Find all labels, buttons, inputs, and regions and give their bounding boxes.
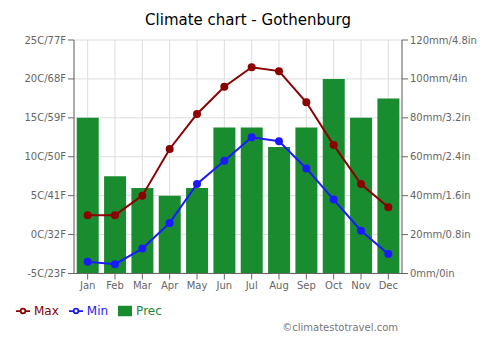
svg-text:Nov: Nov <box>351 280 371 291</box>
svg-text:80mm/3.2in: 80mm/3.2in <box>410 112 471 123</box>
svg-text:Feb: Feb <box>106 280 124 291</box>
svg-text:20mm/0.8in: 20mm/0.8in <box>410 229 471 240</box>
svg-text:20C/68F: 20C/68F <box>24 73 66 84</box>
svg-text:120mm/4.8in: 120mm/4.8in <box>410 35 477 46</box>
html-text:Min: Min <box>86 303 109 318</box>
svg-text:May: May <box>187 280 208 291</box>
svg-text:Sep: Sep <box>297 280 316 291</box>
svg-text:10C/50F: 10C/50F <box>24 151 66 162</box>
svg-text:0mm/0in: 0mm/0in <box>410 268 455 279</box>
svg-text:Oct: Oct <box>325 280 342 291</box>
svg-text:Mar: Mar <box>133 280 153 291</box>
svg-text:Dec: Dec <box>379 280 398 291</box>
html-text:©climatestotravel.com: ©climatestotravel.com <box>282 322 398 333</box>
svg-text:60mm/2.4in: 60mm/2.4in <box>410 151 471 162</box>
svg-text:Jun: Jun <box>216 280 233 291</box>
svg-text:Jul: Jul <box>245 280 258 291</box>
svg-text:Jan: Jan <box>79 280 95 291</box>
svg-text:-5C/23F: -5C/23F <box>27 268 66 279</box>
svg-text:40mm/1.6in: 40mm/1.6in <box>410 190 471 201</box>
svg-text:25C/77F: 25C/77F <box>24 35 66 46</box>
html-text:Climate chart - Gothenburg: Climate chart - Gothenburg <box>145 11 351 29</box>
svg-text:100mm/4in: 100mm/4in <box>410 73 467 84</box>
html-text:Prec: Prec <box>136 303 162 318</box>
svg-text:15C/59F: 15C/59F <box>24 112 66 123</box>
svg-text:5C/41F: 5C/41F <box>31 190 66 201</box>
svg-text:Apr: Apr <box>161 280 179 291</box>
html-text:Max: Max <box>34 303 59 318</box>
svg-text:Aug: Aug <box>269 280 289 291</box>
svg-text:0C/32F: 0C/32F <box>31 229 66 240</box>
